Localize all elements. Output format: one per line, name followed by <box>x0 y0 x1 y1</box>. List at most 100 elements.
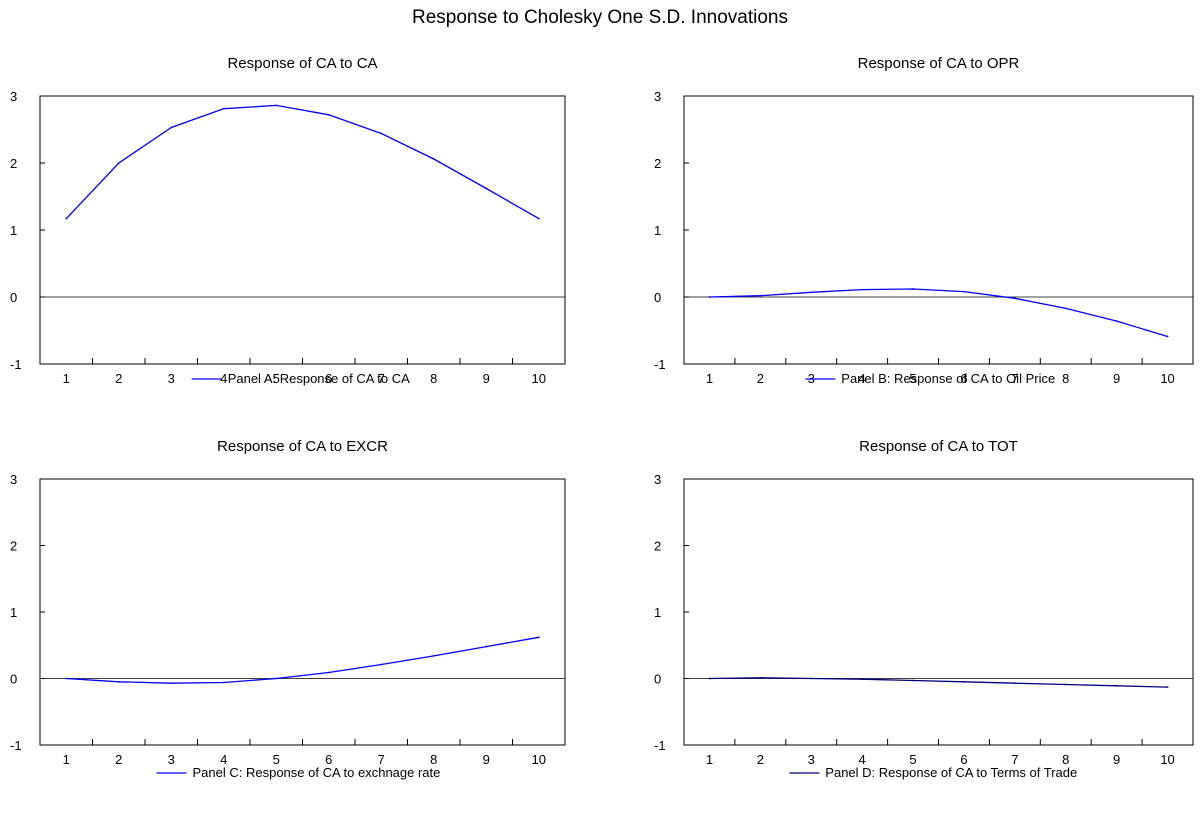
y-tick-label: -1 <box>654 738 666 753</box>
series-line <box>65 104 540 220</box>
y-tick-label: 2 <box>654 156 661 171</box>
x-tick-label: 3 <box>808 752 815 767</box>
data-point <box>117 680 120 683</box>
panel-title: Response of CA to TOT <box>859 438 1018 455</box>
x-tick-label: 8 <box>430 371 437 386</box>
x-tick-label: 7 <box>378 752 385 767</box>
x-tick-label: 5 <box>909 752 916 767</box>
y-tick-label: 0 <box>654 672 661 687</box>
data-point <box>963 680 965 683</box>
y-tick-label: 2 <box>10 156 17 171</box>
x-tick-label: 7 <box>378 371 385 386</box>
plot-frame <box>39 95 566 365</box>
x-tick-label: 1 <box>63 752 70 767</box>
data-point <box>65 217 68 220</box>
series-line <box>66 636 539 684</box>
x-tick-label: 4 <box>859 752 866 767</box>
x-tick-label: 2 <box>757 371 764 386</box>
x-tick-label: 7 <box>1011 752 1018 767</box>
x-tick-label: 1 <box>63 371 70 386</box>
y-tick-label: 3 <box>10 472 17 487</box>
data-point <box>1166 335 1169 338</box>
x-tick-label: 2 <box>757 752 764 767</box>
x-tick-label: 9 <box>1113 752 1120 767</box>
y-tick-label: 1 <box>10 605 17 620</box>
chart-panel-4: Response of CA to TOT -1 0 1 2 3 1 2 3 4 5 6 7 8 9 10 Pa… <box>654 438 1194 780</box>
x-tick-label: 10 <box>1160 371 1174 386</box>
x-tick-label: 1 <box>706 371 713 386</box>
data-point <box>65 677 68 680</box>
y-tick-label: 0 <box>654 290 661 305</box>
data-point <box>327 113 330 116</box>
y-tick-label: 2 <box>654 539 661 554</box>
legend-label: Panel A: Response of CA to CA <box>228 371 410 386</box>
data-point <box>432 158 435 160</box>
x-tick-label: 6 <box>325 371 332 386</box>
chart-panel-2: Response of CA to OPR-1012312345678910Pa… <box>654 55 1194 386</box>
data-point <box>170 682 173 685</box>
data-point <box>117 162 120 164</box>
data-point <box>222 107 225 110</box>
x-tick-label: 6 <box>960 371 967 386</box>
x-tick-label: 10 <box>532 752 546 767</box>
legend-label: Panel C: Response of CA to exchnage rate <box>193 765 441 780</box>
data-point <box>810 291 813 294</box>
data-point <box>861 678 864 681</box>
x-tick-label: 2 <box>115 752 122 767</box>
series-line <box>709 677 1168 688</box>
data-point <box>1064 683 1067 686</box>
y-tick-label: -1 <box>10 357 22 372</box>
data-point <box>485 187 488 190</box>
panel-title: Response of CA to EXCR <box>217 438 388 455</box>
data-point <box>708 677 711 680</box>
plot-frame <box>683 478 1194 746</box>
x-tick-label: 9 <box>483 752 490 767</box>
panel-title: Response of CA to CA <box>227 55 377 72</box>
data-point <box>1166 686 1169 689</box>
data-point <box>537 217 540 220</box>
y-tick-label: 3 <box>10 89 17 104</box>
data-point <box>1064 307 1067 310</box>
data-point <box>170 126 173 129</box>
chart-panel-1: Response of CA to CA -1 0 1 2 3 1 2 3 4 5 6 7 8 9 10 Pan… <box>10 55 566 386</box>
data-point <box>432 654 435 657</box>
plot-frame <box>39 478 566 746</box>
x-tick-label: 5 <box>909 371 916 386</box>
x-tick-label: 2 <box>115 371 122 386</box>
x-tick-label: 7 <box>1011 371 1018 386</box>
figure-title: Response to Cholesky One S.D. Innovation… <box>412 7 788 28</box>
y-tick-label: 3 <box>654 472 661 487</box>
x-tick-label: 4 <box>220 752 227 767</box>
data-point <box>912 679 914 682</box>
series-line <box>709 288 1168 338</box>
x-tick-label: 10 <box>1160 752 1174 767</box>
data-point <box>1115 320 1118 323</box>
panel-title: Response of CA to OPR <box>858 55 1020 72</box>
x-tick-label: 9 <box>483 371 490 386</box>
y-tick-label: 0 <box>10 672 17 687</box>
x-tick-label: 9 <box>1113 371 1120 386</box>
data-point <box>708 296 711 298</box>
data-point <box>759 676 762 679</box>
data-point <box>380 132 383 135</box>
data-point <box>222 681 225 684</box>
data-point <box>861 288 864 291</box>
data-point <box>963 290 965 293</box>
x-tick-label: 10 <box>532 371 546 386</box>
x-tick-label: 5 <box>273 752 280 767</box>
plot-frame <box>683 95 1194 365</box>
x-tick-label: 4 <box>859 371 866 386</box>
data-point <box>1115 684 1118 687</box>
data-point <box>537 636 540 639</box>
x-tick-label: 8 <box>430 752 437 767</box>
data-point <box>759 294 762 297</box>
y-tick-label: -1 <box>654 357 666 372</box>
x-tick-label: 3 <box>168 752 175 767</box>
data-point <box>1013 297 1016 300</box>
x-tick-label: 1 <box>706 752 713 767</box>
y-tick-label: 3 <box>654 89 661 104</box>
data-point <box>810 677 813 680</box>
data-point <box>275 104 278 107</box>
data-point <box>1013 682 1016 685</box>
